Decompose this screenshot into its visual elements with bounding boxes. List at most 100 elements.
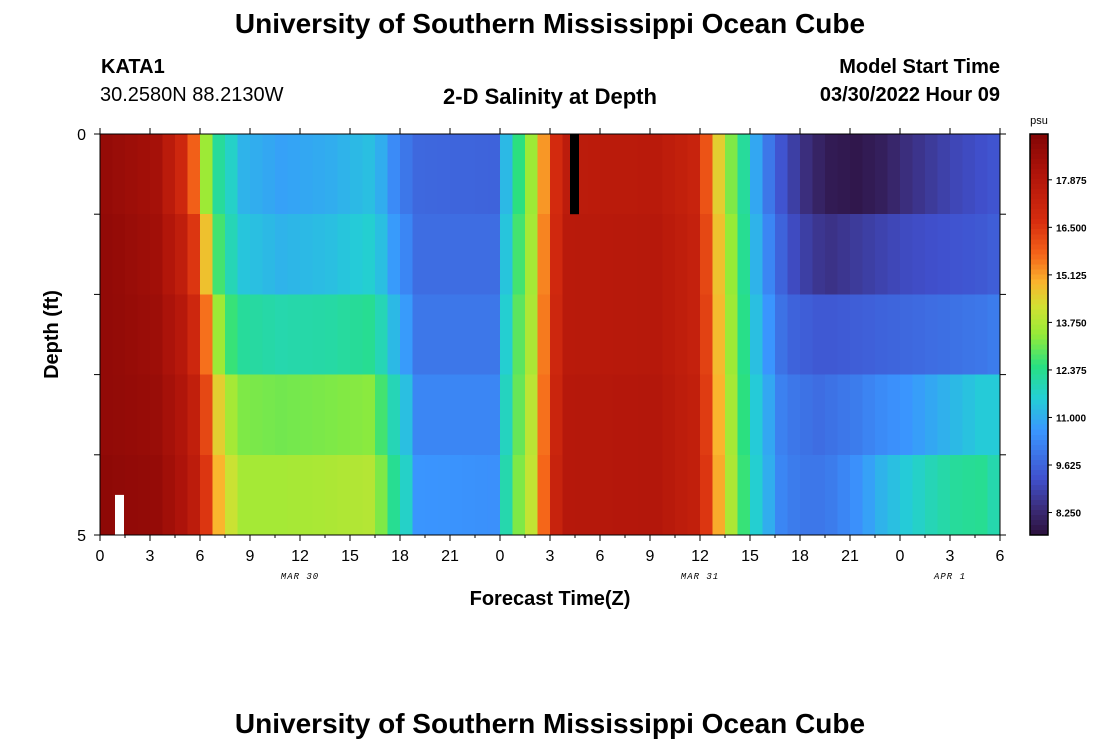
- heatmap-cell: [687, 294, 701, 375]
- colorbar-tick-label: 9.625: [1056, 461, 1081, 472]
- heatmap-cell: [537, 214, 551, 295]
- x-tick-label: 15: [341, 548, 359, 565]
- heatmap-cell: [875, 454, 889, 536]
- heatmap-cell: [437, 374, 451, 456]
- heatmap-cell: [312, 374, 326, 456]
- heatmap-cell: [800, 454, 814, 536]
- heatmap-cell: [512, 374, 526, 456]
- heatmap-cell: [712, 134, 726, 215]
- heatmap-cell: [537, 454, 551, 536]
- x-axis-title: Forecast Time(Z): [470, 588, 631, 610]
- heatmap-cell: [487, 454, 501, 536]
- station-id: KATA1: [101, 56, 165, 78]
- heatmap-cell: [487, 214, 501, 295]
- heatmap-cell: [975, 294, 989, 375]
- colorbar-segment: [1030, 194, 1048, 200]
- heatmap-cell: [300, 214, 314, 295]
- heatmap-cell: [125, 214, 139, 295]
- colorbar-segment: [1030, 484, 1048, 491]
- x-tick-label: 0: [96, 548, 105, 565]
- heatmap-cell: [275, 374, 289, 456]
- heatmap-cell: [550, 294, 564, 375]
- heatmap-cell: [787, 134, 801, 215]
- y-tick-label: 5: [77, 528, 86, 545]
- colorbar-segment: [1030, 154, 1048, 160]
- heatmap-cell: [662, 294, 676, 375]
- heatmap-cell: [450, 374, 464, 456]
- heatmap-cell: [662, 214, 676, 295]
- colorbar-segment: [1030, 394, 1048, 401]
- heatmap-cell: [675, 454, 689, 536]
- colorbar-unit: psu: [1030, 115, 1048, 127]
- colorbar-segment: [1030, 404, 1048, 411]
- heatmap-cell: [337, 374, 351, 456]
- model-start-value: 03/30/2022 Hour 09: [819, 84, 1000, 106]
- colorbar-segment: [1030, 219, 1048, 225]
- x-tick-label: 15: [741, 548, 759, 565]
- heatmap-cell: [825, 134, 839, 215]
- colorbar-segment: [1030, 174, 1048, 180]
- heatmap-cell: [225, 134, 239, 215]
- heatmap-cell: [662, 454, 676, 536]
- heatmap-cell: [725, 134, 739, 215]
- heatmap-cell: [262, 294, 276, 375]
- heatmap-cell: [437, 294, 451, 375]
- heatmap-cell: [187, 454, 201, 536]
- heatmap-cell: [762, 294, 776, 375]
- heatmap-cell: [950, 374, 964, 456]
- colorbar-segment: [1030, 384, 1048, 391]
- heatmap-cell: [987, 374, 1001, 456]
- heatmap-cell: [300, 134, 314, 215]
- heatmap-cell: [250, 214, 264, 295]
- colorbar-tick-label: 17.875: [1056, 176, 1087, 187]
- colorbar-segment: [1030, 464, 1048, 471]
- colorbar-segment: [1030, 279, 1048, 285]
- model-start-label: Model Start Time: [839, 56, 1000, 78]
- heatmap-cell: [675, 214, 689, 295]
- heatmap-cell: [312, 134, 326, 215]
- heatmap-cell: [887, 134, 901, 215]
- heatmap-cell: [900, 374, 914, 456]
- heatmap-cell: [862, 294, 876, 375]
- heatmap-cell: [212, 134, 226, 215]
- heatmap-cell: [262, 214, 276, 295]
- heatmap-cell: [462, 294, 476, 375]
- colorbar-segment: [1030, 319, 1048, 326]
- heatmap-cell: [175, 374, 189, 456]
- heatmap-cell: [800, 214, 814, 295]
- heatmap-cell: [812, 374, 826, 456]
- heatmap-cell: [187, 134, 201, 215]
- heatmap-cell: [862, 134, 876, 215]
- heatmap-cell: [625, 454, 639, 536]
- heatmap-cell: [525, 214, 539, 295]
- heatmap-cell: [112, 374, 126, 456]
- heatmap-cell: [112, 294, 126, 375]
- colorbar-tick-label: 16.500: [1056, 223, 1087, 234]
- heatmap-cell: [412, 294, 426, 375]
- heatmap-cell: [687, 454, 701, 536]
- colorbar-segment: [1030, 159, 1048, 165]
- heatmap-cell: [500, 294, 514, 375]
- x-tick-label: 12: [691, 548, 709, 565]
- station-coordinates: 30.2580N 88.2130W: [100, 84, 284, 106]
- heatmap-cell: [562, 214, 576, 295]
- heatmap-cell: [925, 294, 939, 375]
- heatmap-cell: [950, 134, 964, 215]
- heatmap-cell: [987, 454, 1001, 536]
- heatmap-cell: [487, 294, 501, 375]
- heatmap-cell: [537, 134, 551, 215]
- colorbar-segment: [1030, 259, 1048, 265]
- colorbar-segment: [1030, 204, 1048, 210]
- heatmap-cell: [550, 374, 564, 456]
- heatmap-cell: [737, 294, 751, 375]
- colorbar-segment: [1030, 459, 1048, 466]
- heatmap-cell: [637, 374, 651, 456]
- heatmap-cell: [687, 134, 701, 215]
- chart-title: University of Southern Mississippi Ocean…: [234, 8, 866, 39]
- heatmap-cell: [650, 134, 664, 215]
- colorbar-segment: [1030, 399, 1048, 406]
- heatmap-cell: [200, 134, 214, 215]
- colorbar-segment: [1030, 149, 1048, 155]
- heatmap-cell: [375, 214, 389, 295]
- x-tick-label: 0: [896, 548, 905, 565]
